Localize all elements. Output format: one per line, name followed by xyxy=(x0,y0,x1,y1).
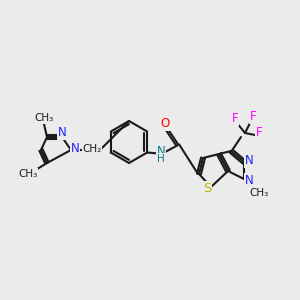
Text: S: S xyxy=(203,182,211,194)
Text: F: F xyxy=(256,127,262,140)
Text: N: N xyxy=(244,173,253,187)
Text: N: N xyxy=(70,142,80,155)
Text: CH₂: CH₂ xyxy=(82,144,102,154)
Text: CH₃: CH₃ xyxy=(249,188,268,198)
Text: CH₃: CH₃ xyxy=(34,113,54,123)
Text: H: H xyxy=(157,154,165,164)
Text: N: N xyxy=(157,145,166,158)
Text: CH₃: CH₃ xyxy=(18,169,38,179)
Text: F: F xyxy=(250,110,256,124)
Text: N: N xyxy=(58,127,66,140)
Text: N: N xyxy=(244,154,253,167)
Text: F: F xyxy=(232,112,238,125)
Text: O: O xyxy=(160,117,170,130)
